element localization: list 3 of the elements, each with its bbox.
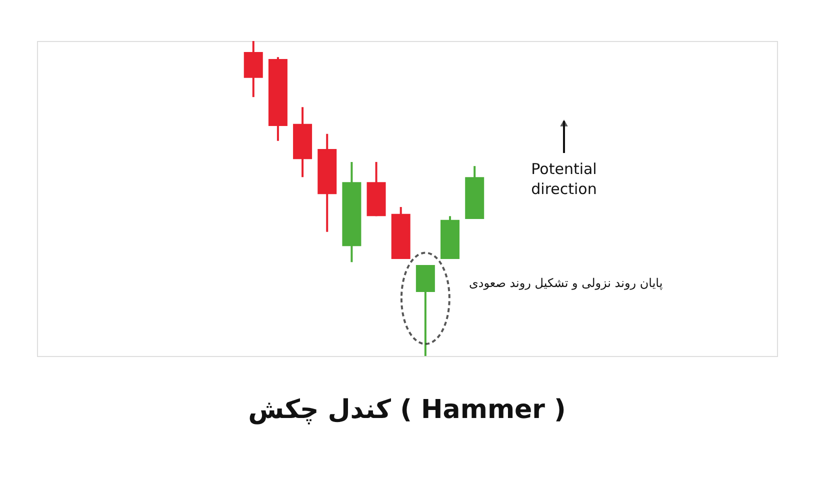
text: Potential direction [531,160,597,198]
annotation: پایان روند نزولی و تشکیل روند صعودی [469,276,663,290]
text: کندل چکش ( Hammer ) [248,395,566,425]
